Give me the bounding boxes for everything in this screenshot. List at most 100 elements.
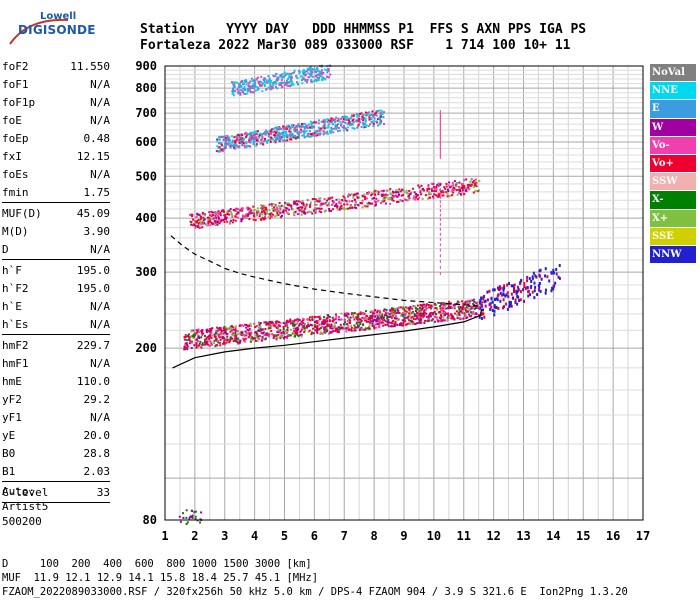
echo-point xyxy=(435,187,438,190)
echo-point xyxy=(253,85,256,88)
echo-point xyxy=(349,122,352,125)
echo-point xyxy=(452,191,455,194)
echo-point xyxy=(217,341,220,344)
echo-point xyxy=(261,82,264,85)
echo-point xyxy=(301,70,304,73)
echo-point xyxy=(289,318,292,321)
echo-point xyxy=(275,72,278,75)
echo-point xyxy=(314,200,317,203)
echo-point xyxy=(229,339,232,342)
echo-point xyxy=(336,208,339,211)
legend-entry: X+ xyxy=(650,209,696,228)
echo-point xyxy=(194,510,197,513)
echo-point xyxy=(300,320,303,323)
echo-point xyxy=(439,152,441,157)
echo-point xyxy=(296,207,299,210)
echo-point xyxy=(304,79,307,82)
echo-point xyxy=(439,142,441,147)
echo-point xyxy=(440,315,443,318)
echo-point xyxy=(324,327,327,330)
echo-point xyxy=(218,218,221,221)
echo-point xyxy=(246,90,249,93)
echo-point xyxy=(430,305,433,308)
echo-point xyxy=(301,210,304,213)
echo-point xyxy=(452,187,455,190)
echo-point xyxy=(285,133,288,136)
echo-point xyxy=(285,79,288,82)
echo-point xyxy=(284,134,287,137)
echo-point xyxy=(369,202,372,205)
echo-point xyxy=(478,180,481,183)
echo-point xyxy=(349,204,352,207)
echo-point xyxy=(328,323,331,326)
echo-point xyxy=(193,344,196,347)
echo-point xyxy=(185,346,188,349)
echo-point xyxy=(278,133,281,136)
echo-point xyxy=(336,119,339,122)
echo-point xyxy=(254,79,257,82)
echo-point xyxy=(354,203,357,206)
echo-point xyxy=(488,303,491,307)
station-header: Station YYYY DAY DDD HHMMSS P1 FFS S AXN… xyxy=(140,22,586,54)
echo-point xyxy=(217,146,220,149)
echo-point xyxy=(284,74,287,77)
echo-point xyxy=(273,81,276,84)
echo-point xyxy=(271,207,274,210)
echo-point xyxy=(361,117,364,120)
echo-point xyxy=(246,331,249,334)
echo-point xyxy=(275,82,278,85)
echo-point xyxy=(463,192,466,195)
echo-point xyxy=(523,285,526,289)
echo-point xyxy=(412,310,415,313)
echo-point xyxy=(294,134,297,137)
echo-point xyxy=(322,326,325,329)
x-tick-label: 9 xyxy=(400,529,407,543)
echo-point xyxy=(439,116,441,121)
echo-point xyxy=(206,342,209,345)
echo-point xyxy=(517,288,520,292)
echo-point xyxy=(425,306,428,309)
echo-point xyxy=(414,314,417,317)
echo-point xyxy=(395,200,398,203)
echo-point xyxy=(205,328,208,331)
echo-point xyxy=(293,320,296,323)
echo-point xyxy=(471,299,474,302)
echo-point xyxy=(426,187,429,190)
echo-point xyxy=(325,202,328,205)
echo-point xyxy=(290,205,293,208)
echo-point xyxy=(527,289,530,293)
echo-point xyxy=(321,325,324,328)
echo-point xyxy=(239,324,242,327)
param-value: 11.550 xyxy=(70,60,110,73)
echo-point xyxy=(536,293,539,297)
echo-point xyxy=(314,211,317,214)
echo-point xyxy=(334,327,337,330)
echo-point xyxy=(265,132,268,135)
echo-point xyxy=(268,209,271,212)
echo-point xyxy=(192,218,195,221)
echo-point xyxy=(226,213,229,216)
echo-point xyxy=(304,122,307,125)
echo-point xyxy=(268,203,271,206)
echo-point xyxy=(244,89,247,92)
echo-point xyxy=(308,73,311,76)
echo-point xyxy=(409,311,412,314)
echo-point xyxy=(299,333,302,336)
echo-point xyxy=(468,304,471,307)
echo-point xyxy=(241,140,244,143)
echo-point xyxy=(261,338,264,341)
echo-point xyxy=(219,214,222,217)
echo-point xyxy=(220,149,223,152)
echo-point xyxy=(427,314,430,317)
echo-point xyxy=(242,90,245,93)
echo-point xyxy=(446,192,449,195)
echo-point xyxy=(313,208,316,211)
echo-point xyxy=(326,204,329,207)
echo-point xyxy=(276,79,279,82)
echo-point xyxy=(346,312,349,315)
echo-point xyxy=(408,308,411,311)
echo-point xyxy=(314,206,317,209)
echo-point xyxy=(275,326,278,329)
echo-point xyxy=(237,89,240,92)
echo-point xyxy=(307,325,310,328)
